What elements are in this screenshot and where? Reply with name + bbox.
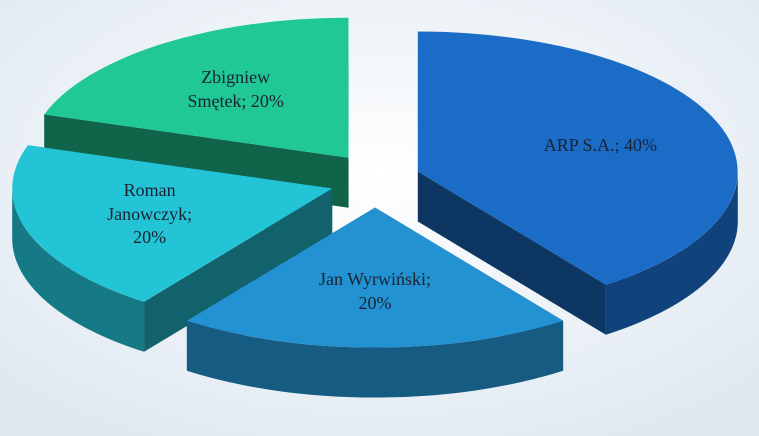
slice-label-box: ARP S.A.; 40%: [543, 134, 658, 155]
slice-wall: [417, 171, 606, 335]
slice-side: [605, 171, 738, 335]
slice-side: [12, 188, 145, 352]
pie-slice: [186, 207, 564, 348]
slice-label: Zbigniew Smętek; 20%: [187, 67, 284, 111]
slice-label: ARP S.A.; 40%: [543, 134, 658, 155]
slice-label-box: Roman Janowczyk; 20%: [107, 180, 193, 248]
slice-label: Roman Janowczyk; 20%: [107, 180, 193, 248]
slice-label-box: Zbigniew Smętek; 20%: [187, 67, 284, 111]
pie-slice: [417, 31, 738, 285]
slice-label: Jan Wyrwiński; 20%: [318, 269, 432, 313]
pie-slice: [12, 145, 333, 302]
slice-label-box: Jan Wyrwiński; 20%: [318, 269, 432, 313]
slice-side: [186, 320, 564, 398]
pie-slice: [44, 17, 349, 158]
